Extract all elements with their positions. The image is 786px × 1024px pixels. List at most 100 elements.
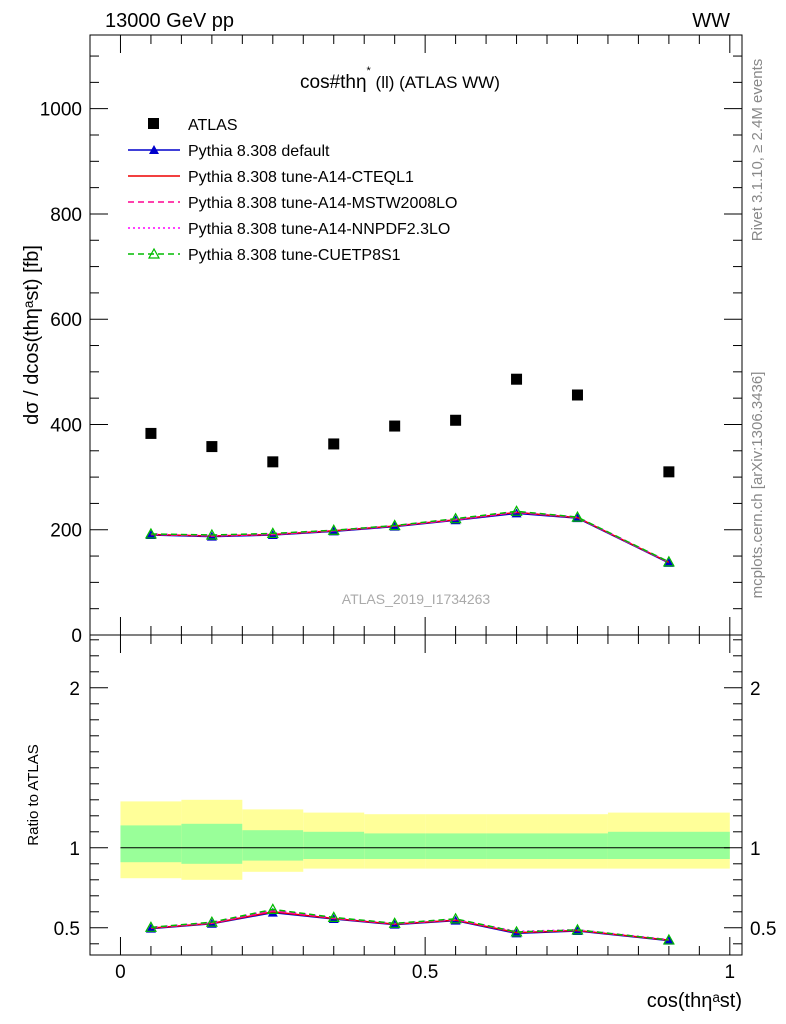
data-point — [389, 420, 401, 432]
ratio-inner-band — [303, 831, 365, 859]
legend-entry: Pythia 8.308 tune-A14-NNPDF2.3LO — [128, 221, 450, 238]
main-y-ticks: 0 200 400 600 800 1000 — [40, 55, 742, 647]
legend-label: Pythia 8.308 tune-A14-NNPDF2.3LO — [188, 221, 450, 238]
data-point — [328, 438, 340, 450]
ratio-series-line — [150, 910, 669, 941]
ratio-series — [150, 909, 669, 941]
ratio-panel: 0.5 0.51 12 2 0 0.5 1 Ratio to ATLAS cos(thηᵃ… — [25, 634, 776, 1012]
ratio-series-group — [144, 903, 675, 945]
main-y-axis-label: dσ / dcos(thηᵃst) [fb] — [21, 245, 43, 425]
data-point — [511, 373, 523, 385]
main-series — [144, 505, 675, 567]
legend-entry: Pythia 8.308 tune-A14-CTEQL1 — [128, 169, 414, 186]
series-marker — [510, 925, 523, 937]
header-energy-label: 13000 GeV pp — [105, 10, 234, 32]
series-marker — [147, 247, 161, 259]
ratio-y-axis-label: Ratio to ATLAS — [25, 744, 42, 845]
series-marker — [571, 510, 584, 522]
legend-entry: Pythia 8.308 tune-CUETP8S1 — [128, 247, 401, 264]
series-marker — [266, 527, 279, 539]
ratio-y-tick-label-right: 1 — [750, 839, 761, 860]
main-series-line — [150, 511, 670, 564]
ratio-series-line — [150, 908, 669, 941]
data-point — [450, 414, 462, 426]
main-y-tick-label: 1000 — [40, 100, 82, 121]
ratio-uncertainty-bands — [120, 799, 730, 880]
plot-title: cos#thη* (ll) (ATLAS WW) — [300, 65, 500, 93]
series-marker — [144, 921, 157, 932]
main-y-tick-label: 600 — [50, 310, 82, 331]
ratio-inner-band — [547, 833, 608, 859]
ratio-inner-band — [364, 833, 426, 859]
legend-label: Pythia 8.308 tune-CUETP8S1 — [188, 247, 401, 264]
series-marker — [388, 519, 401, 531]
main-y-tick-label: 0 — [71, 626, 82, 647]
main-y-tick-label: 200 — [50, 521, 82, 542]
series-marker — [205, 528, 218, 540]
ratio-series — [145, 907, 674, 945]
ratio-inner-band — [181, 823, 243, 864]
analysis-watermark: ATLAS_2019_I1734263 — [342, 591, 491, 607]
legend-entry: Pythia 8.308 tune-A14-MSTW2008LO — [128, 195, 457, 212]
legend: ATLAS Pythia 8.308 default Pythia 8.308 tu… — [128, 117, 457, 264]
data-point — [206, 441, 218, 453]
series-marker — [662, 933, 675, 945]
legend-label: ATLAS — [188, 117, 238, 134]
series-marker — [327, 524, 340, 535]
ratio-series — [150, 910, 669, 941]
main-series — [150, 511, 670, 564]
series-marker — [388, 917, 401, 928]
main-series — [145, 373, 675, 478]
main-x-ticks — [119, 35, 731, 635]
legend-swatch — [148, 118, 159, 129]
ratio-inner-band — [607, 831, 730, 859]
ratio-y-tick-label: 0.5 — [54, 919, 80, 940]
x-tick-label: 0 — [115, 962, 126, 983]
ratio-panel-frame — [89, 634, 743, 956]
series-marker — [510, 505, 523, 516]
legend-entry: ATLAS — [148, 117, 238, 134]
ratio-y-tick-label-right: 2 — [750, 679, 761, 700]
ratio-series-line — [150, 911, 669, 941]
ratio-inner-band — [425, 833, 487, 859]
ratio-y-tick-label: 2 — [69, 679, 80, 700]
series-marker — [327, 911, 340, 923]
ratio-y-ticks: 0.5 0.5 1 1 2 2 — [54, 639, 776, 945]
plot-title-sup: * — [367, 65, 372, 77]
data-point — [145, 427, 157, 439]
x-axis-label: cos(thηᵃst) — [647, 990, 742, 1012]
plot-title-rest: (ll) (ATLAS WW) — [371, 73, 500, 92]
series-marker — [449, 912, 462, 924]
ratio-inner-band — [486, 833, 548, 859]
series-marker — [149, 145, 159, 154]
series-marker — [662, 555, 675, 567]
series-marker — [266, 903, 279, 915]
data-point — [663, 466, 675, 478]
series-marker — [205, 915, 218, 927]
main-series — [145, 508, 674, 567]
ratio-x-ticks: 0 0.5 1 — [115, 635, 735, 983]
ratio-series-line — [150, 909, 669, 941]
x-tick-label: 0.5 — [412, 962, 438, 983]
legend-label: Pythia 8.308 tune-A14-CTEQL1 — [188, 169, 414, 186]
series-marker — [449, 512, 462, 524]
main-series-line — [150, 510, 670, 563]
main-panel: 0 200 400 600 800 1000 cos#thη* (ll) (ATLAS W… — [21, 34, 743, 647]
main-y-tick-label: 400 — [50, 415, 82, 436]
ratio-y-tick-label-right: 0.5 — [750, 919, 776, 940]
main-series — [150, 511, 670, 564]
ratio-inner-band — [242, 830, 304, 861]
rivet-version-label: Rivet 3.1.10, ≥ 2.4M events — [749, 59, 766, 242]
mcplots-label: mcplots.cern.ch [arXiv:1306.3436] — [749, 372, 766, 599]
x-tick-label: 1 — [725, 962, 736, 983]
plot-title-main: cos#thη — [300, 72, 367, 93]
ratio-series — [150, 911, 669, 941]
legend-label: Pythia 8.308 default — [188, 143, 330, 160]
main-series-line — [150, 511, 670, 564]
legend-entry: Pythia 8.308 default — [128, 143, 330, 160]
header-process-label: WW — [692, 10, 730, 32]
ratio-y-tick-label: 1 — [69, 839, 80, 860]
main-series-group — [144, 373, 675, 567]
legend-label: Pythia 8.308 tune-A14-MSTW2008LO — [188, 195, 457, 212]
